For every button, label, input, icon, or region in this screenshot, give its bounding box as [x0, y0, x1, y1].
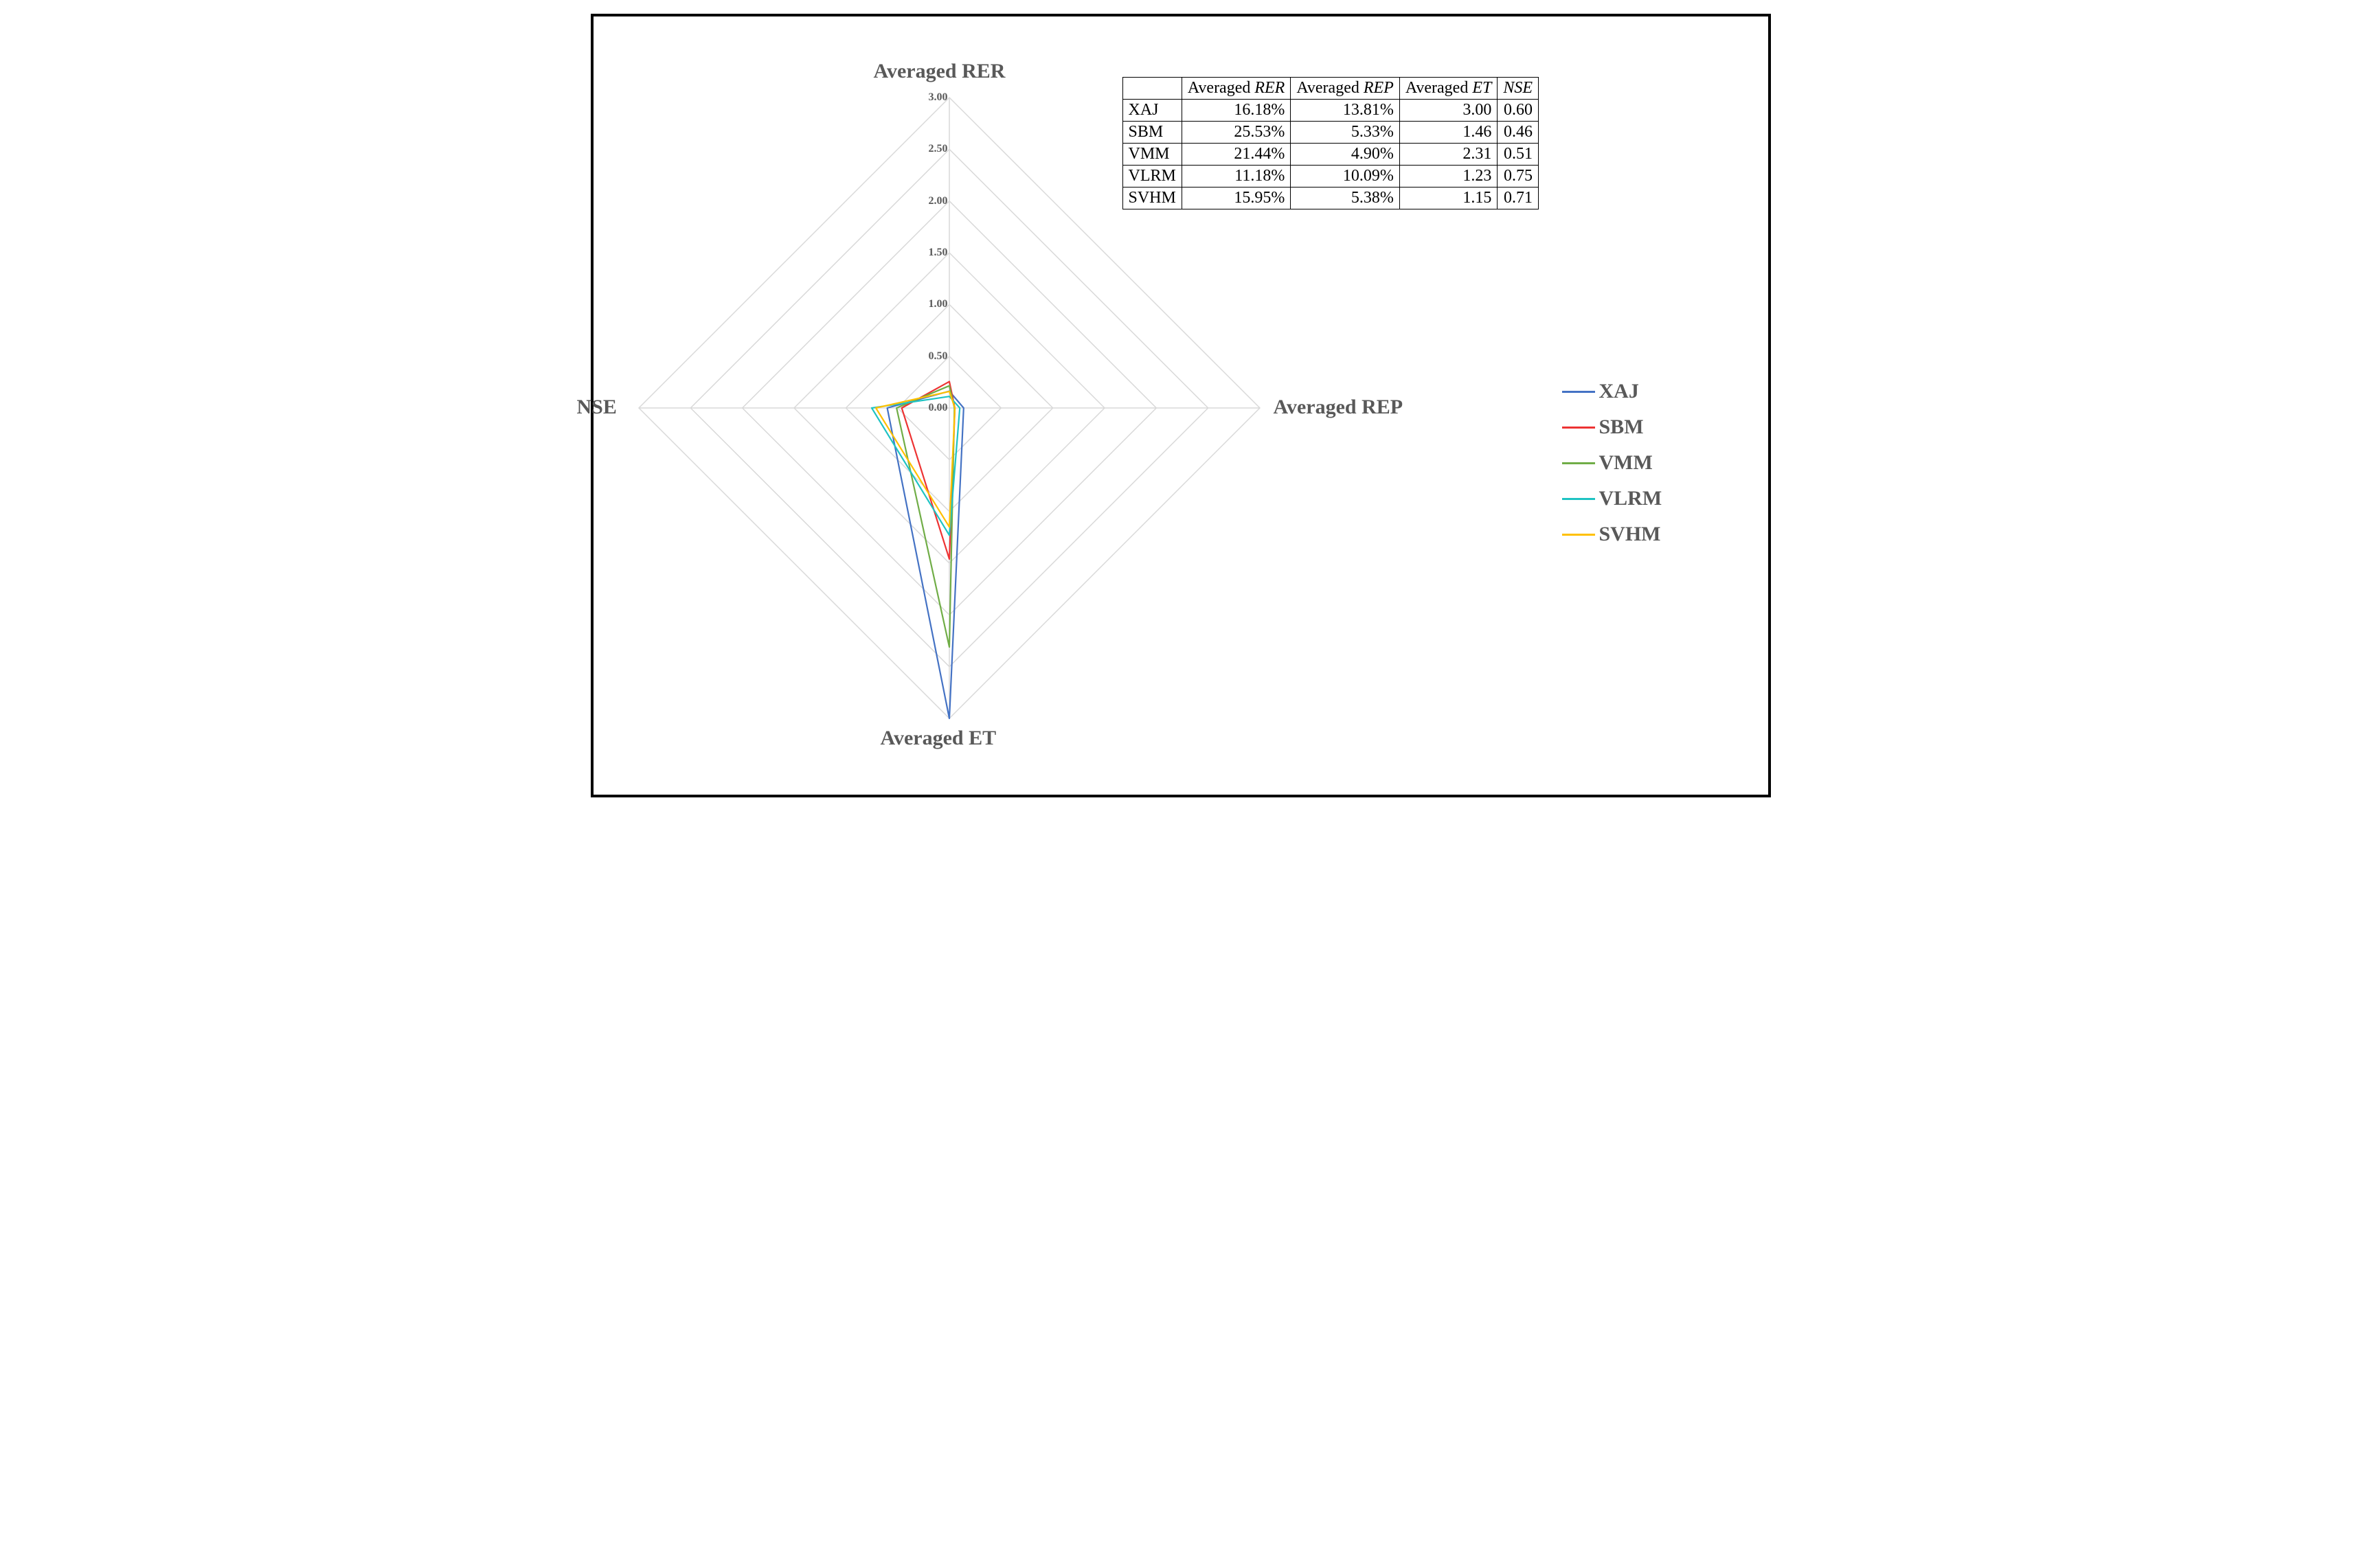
series-vlrm	[872, 396, 960, 535]
legend-item-svhm: SVHM	[1562, 516, 1662, 552]
row-value: 1.15	[1399, 188, 1498, 209]
row-value: 16.18%	[1182, 100, 1290, 122]
row-value: 0.60	[1498, 100, 1539, 122]
radar-tick: 1.50	[920, 247, 948, 259]
row-value: 1.46	[1399, 122, 1498, 144]
row-name: VLRM	[1122, 166, 1182, 188]
legend-swatch	[1562, 427, 1595, 429]
legend-swatch	[1562, 391, 1595, 393]
metrics-table: Averaged RERAveraged REPAveraged ETNSEXA…	[1122, 77, 1539, 209]
legend-label: XAJ	[1599, 380, 1639, 403]
radar-tick: 2.00	[920, 195, 948, 207]
row-value: 3.00	[1399, 100, 1498, 122]
radar-tick: 1.00	[920, 298, 948, 310]
radar-tick: 0.50	[920, 350, 948, 363]
row-value: 4.90%	[1291, 144, 1399, 166]
legend-item-sbm: SBM	[1562, 409, 1662, 445]
legend-swatch	[1562, 462, 1595, 464]
row-value: 0.46	[1498, 122, 1539, 144]
series-xaj	[887, 391, 963, 718]
legend-item-vmm: VMM	[1562, 445, 1662, 481]
chart-frame: Averaged RERAveraged REPAveraged ETNSE0.…	[591, 14, 1771, 797]
row-value: 0.75	[1498, 166, 1539, 188]
row-value: 25.53%	[1182, 122, 1290, 144]
radar-tick: 3.00	[920, 91, 948, 104]
row-value: 21.44%	[1182, 144, 1290, 166]
table-row: SBM25.53%5.33%1.460.46	[1122, 122, 1539, 144]
row-value: 2.31	[1399, 144, 1498, 166]
legend-item-vlrm: VLRM	[1562, 481, 1662, 516]
row-name: SBM	[1122, 122, 1182, 144]
legend-item-xaj: XAJ	[1562, 374, 1662, 409]
table-row: SVHM15.95%5.38%1.150.71	[1122, 188, 1539, 209]
axis-label-nse: NSE	[577, 396, 617, 419]
legend: XAJ SBM VMM VLRM SVHM	[1562, 374, 1662, 552]
legend-label: VLRM	[1599, 487, 1662, 510]
row-name: SVHM	[1122, 188, 1182, 209]
table-header: Averaged RER	[1182, 78, 1290, 100]
legend-label: SVHM	[1599, 523, 1661, 546]
table-row: XAJ16.18%13.81%3.000.60	[1122, 100, 1539, 122]
table-row: VLRM11.18%10.09%1.230.75	[1122, 166, 1539, 188]
table-header: NSE	[1498, 78, 1539, 100]
radar-tick: 2.50	[920, 143, 948, 155]
series-vmm	[896, 386, 954, 647]
legend-swatch	[1562, 534, 1595, 536]
axis-label-rep: Averaged REP	[1274, 396, 1403, 419]
table-header: Averaged ET	[1399, 78, 1498, 100]
legend-label: SBM	[1599, 416, 1644, 439]
table-header: Averaged REP	[1291, 78, 1399, 100]
row-value: 11.18%	[1182, 166, 1290, 188]
row-value: 0.51	[1498, 144, 1539, 166]
row-value: 5.38%	[1291, 188, 1399, 209]
row-value: 15.95%	[1182, 188, 1290, 209]
axis-label-rer: Averaged RER	[874, 60, 1006, 83]
table-row: VMM21.44%4.90%2.310.51	[1122, 144, 1539, 166]
radar-tick: 0.00	[920, 402, 948, 414]
row-name: XAJ	[1122, 100, 1182, 122]
row-value: 0.71	[1498, 188, 1539, 209]
row-value: 10.09%	[1291, 166, 1399, 188]
table-header	[1122, 78, 1182, 100]
row-value: 1.23	[1399, 166, 1498, 188]
legend-swatch	[1562, 498, 1595, 500]
axis-label-et: Averaged ET	[881, 727, 997, 750]
row-name: VMM	[1122, 144, 1182, 166]
row-value: 5.33%	[1291, 122, 1399, 144]
row-value: 13.81%	[1291, 100, 1399, 122]
legend-label: VMM	[1599, 451, 1653, 475]
